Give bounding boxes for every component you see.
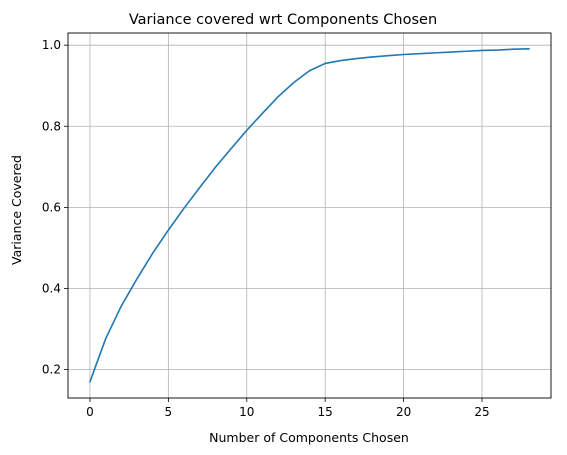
- y-tick-label: 0.2: [42, 363, 61, 377]
- tick-labels: 0 5 10 15 20 25 0.2 0.4 0.6 0.8 1.0: [42, 38, 490, 419]
- y-tick-label: 0.4: [42, 282, 61, 296]
- series-line: [89, 48, 530, 383]
- plot-area-frame: [67, 32, 552, 399]
- tick-marks: [64, 44, 483, 402]
- x-tick-label: 10: [239, 405, 254, 419]
- x-tick-label: 0: [86, 405, 94, 419]
- x-tick-label: 5: [165, 405, 173, 419]
- y-tick-label: 0.6: [42, 200, 61, 214]
- x-axis-label: Number of Components Chosen: [209, 430, 409, 445]
- x-tick-label: 15: [318, 405, 333, 419]
- y-tick-label: 0.8: [42, 119, 61, 133]
- y-tick-label: 1.0: [42, 38, 61, 52]
- y-axis-label: Variance Covered: [9, 155, 24, 265]
- grid-lines: [68, 33, 551, 398]
- chart-title: Variance covered wrt Components Chosen: [129, 12, 437, 28]
- x-tick-label: 20: [396, 405, 411, 419]
- x-tick-label: 25: [474, 405, 489, 419]
